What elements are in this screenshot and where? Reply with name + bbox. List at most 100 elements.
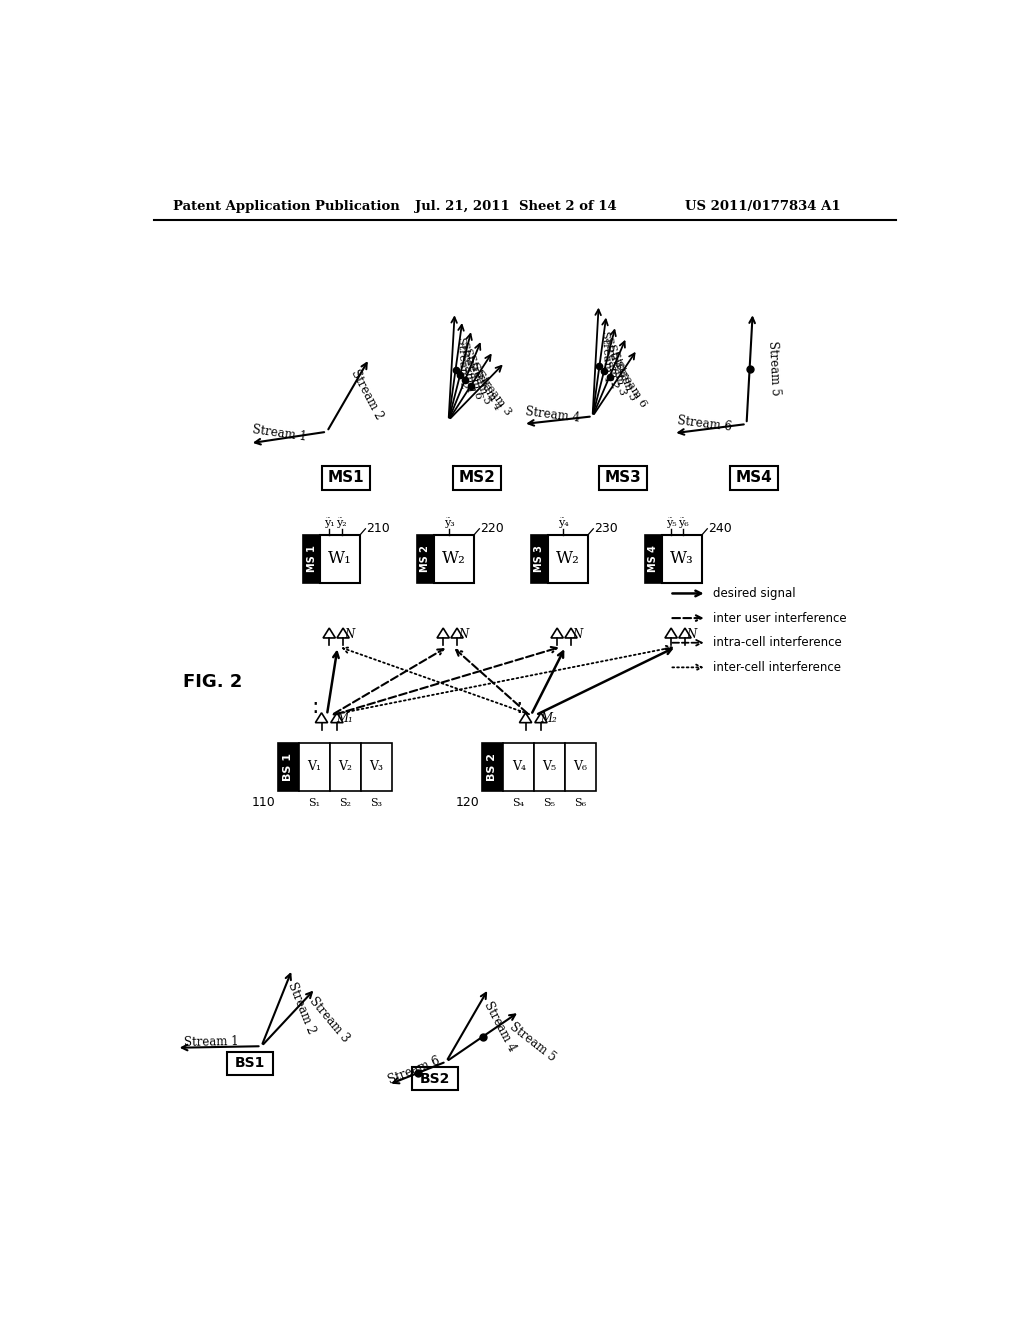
Text: ỹ₂: ỹ₂: [336, 517, 347, 528]
FancyBboxPatch shape: [417, 535, 434, 582]
FancyBboxPatch shape: [662, 535, 701, 582]
Text: 220: 220: [480, 523, 504, 536]
Text: MS4: MS4: [736, 470, 773, 486]
Text: W₂: W₂: [442, 550, 466, 568]
Text: 210: 210: [367, 523, 390, 536]
Text: S₁: S₁: [308, 797, 321, 808]
Text: Stream 1: Stream 1: [251, 422, 307, 444]
Text: Stream 5: Stream 5: [766, 341, 781, 396]
FancyBboxPatch shape: [278, 743, 299, 791]
FancyBboxPatch shape: [299, 743, 330, 791]
Text: V₁: V₁: [307, 760, 322, 774]
Text: S₄: S₄: [513, 797, 524, 808]
Text: 120: 120: [456, 796, 479, 809]
Text: 110: 110: [252, 796, 275, 809]
Text: Patent Application Publication: Patent Application Publication: [173, 201, 399, 214]
Text: MS 2: MS 2: [421, 545, 430, 573]
FancyBboxPatch shape: [481, 743, 503, 791]
FancyBboxPatch shape: [454, 466, 501, 490]
Text: Stream 6: Stream 6: [462, 347, 483, 400]
Text: Stream 3: Stream 3: [306, 994, 352, 1044]
Text: BS 2: BS 2: [487, 752, 498, 780]
Text: Stream 5: Stream 5: [466, 354, 493, 405]
Text: :: :: [516, 697, 523, 717]
FancyBboxPatch shape: [548, 535, 588, 582]
FancyBboxPatch shape: [730, 466, 778, 490]
Text: N: N: [686, 628, 696, 640]
Text: V₄: V₄: [512, 760, 525, 774]
Text: Stream 1: Stream 1: [600, 330, 612, 383]
Text: N: N: [458, 628, 468, 640]
FancyBboxPatch shape: [503, 743, 535, 791]
Text: BS1: BS1: [234, 1056, 265, 1071]
Text: inter user interference: inter user interference: [713, 611, 846, 624]
Text: N: N: [572, 628, 583, 640]
Text: S₅: S₅: [544, 797, 555, 808]
Text: N: N: [344, 628, 354, 640]
Text: MS 4: MS 4: [648, 545, 658, 573]
Text: Stream 4: Stream 4: [481, 999, 519, 1055]
FancyBboxPatch shape: [323, 466, 370, 490]
Text: Stream 6: Stream 6: [386, 1055, 441, 1088]
Text: BS2: BS2: [420, 1072, 450, 1085]
Text: Stream 3: Stream 3: [474, 370, 513, 417]
Text: W₃: W₃: [670, 550, 693, 568]
Text: Stream 1: Stream 1: [459, 341, 475, 393]
FancyBboxPatch shape: [645, 535, 662, 582]
FancyBboxPatch shape: [565, 743, 596, 791]
Text: ỹ₃: ỹ₃: [444, 517, 455, 528]
Text: Stream 4: Stream 4: [470, 362, 503, 412]
Text: S₂: S₂: [339, 797, 351, 808]
FancyBboxPatch shape: [599, 466, 647, 490]
Text: desired signal: desired signal: [713, 587, 796, 601]
Text: W₂: W₂: [556, 550, 580, 568]
Text: Stream 2: Stream 2: [456, 337, 469, 389]
Text: MS3: MS3: [605, 470, 642, 486]
Text: MS1: MS1: [328, 470, 365, 486]
FancyBboxPatch shape: [319, 535, 360, 582]
Text: Jul. 21, 2011  Sheet 2 of 14: Jul. 21, 2011 Sheet 2 of 14: [416, 201, 617, 214]
Text: inter-cell interference: inter-cell interference: [713, 661, 841, 675]
Text: M₂: M₂: [541, 713, 557, 726]
Text: Stream 5: Stream 5: [609, 351, 638, 403]
Text: S₃: S₃: [370, 797, 382, 808]
Text: BS 1: BS 1: [284, 752, 294, 780]
FancyBboxPatch shape: [412, 1067, 458, 1090]
Text: V₂: V₂: [338, 760, 352, 774]
FancyBboxPatch shape: [226, 1052, 273, 1074]
Text: Stream 2: Stream 2: [286, 979, 317, 1035]
Text: MS2: MS2: [459, 470, 496, 486]
FancyBboxPatch shape: [531, 535, 548, 582]
Text: Stream 6: Stream 6: [612, 359, 648, 409]
Text: Stream 2: Stream 2: [348, 368, 385, 422]
Text: :: :: [311, 697, 319, 717]
Text: M₁: M₁: [336, 713, 353, 726]
Text: 240: 240: [708, 523, 732, 536]
FancyBboxPatch shape: [535, 743, 565, 791]
FancyBboxPatch shape: [360, 743, 391, 791]
Text: V₅: V₅: [543, 760, 556, 774]
Text: ỹ₄: ỹ₄: [558, 517, 568, 528]
Text: Stream 2: Stream 2: [603, 337, 620, 389]
Text: FIG. 2: FIG. 2: [183, 673, 243, 690]
Text: S₆: S₆: [574, 797, 587, 808]
Text: Stream 6: Stream 6: [676, 414, 732, 434]
Text: MS 3: MS 3: [535, 545, 545, 573]
Text: Stream 3: Stream 3: [606, 343, 628, 396]
Text: 230: 230: [594, 523, 617, 536]
Text: ỹ₁: ỹ₁: [324, 517, 335, 528]
Text: ỹ₅: ỹ₅: [666, 517, 677, 528]
Text: Stream 5: Stream 5: [507, 1020, 558, 1064]
Text: Stream 1: Stream 1: [184, 1035, 239, 1049]
Text: V₃: V₃: [370, 760, 383, 774]
FancyBboxPatch shape: [330, 743, 360, 791]
Text: US 2011/0177834 A1: US 2011/0177834 A1: [685, 201, 841, 214]
FancyBboxPatch shape: [303, 535, 319, 582]
Text: ỹ₆: ỹ₆: [678, 517, 689, 528]
Text: V₆: V₆: [573, 760, 587, 774]
Text: Stream 4: Stream 4: [524, 405, 581, 425]
Text: W₁: W₁: [328, 550, 352, 568]
FancyBboxPatch shape: [434, 535, 474, 582]
Text: MS 1: MS 1: [306, 545, 316, 573]
Text: intra-cell interference: intra-cell interference: [713, 636, 842, 649]
